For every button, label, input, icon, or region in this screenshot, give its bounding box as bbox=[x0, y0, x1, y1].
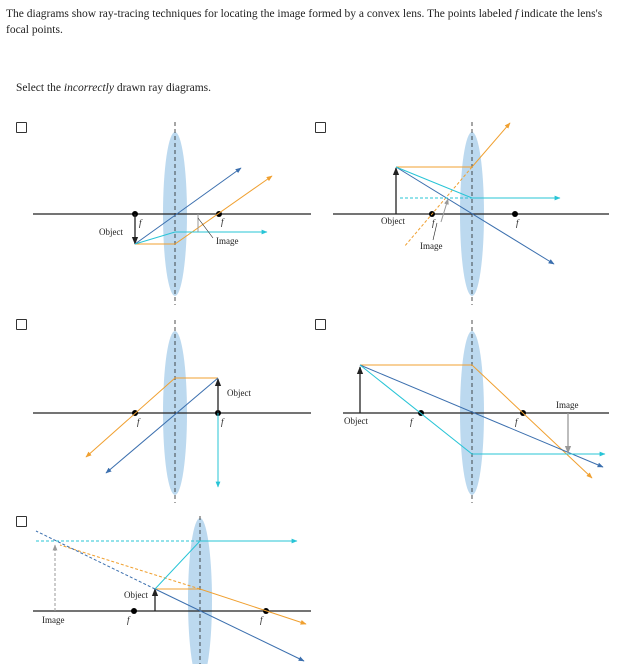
focal-label-4a: f bbox=[410, 417, 414, 427]
ray-3-orange bbox=[85, 377, 218, 458]
instruction: Select the incorrectly drawn ray diagram… bbox=[16, 82, 211, 94]
ray-5-orange-extension bbox=[59, 544, 201, 590]
prompt-text-end: indicate the lens's focal points. bbox=[6, 8, 603, 36]
ray-2-orange bbox=[396, 122, 511, 168]
focal-point-3b bbox=[215, 410, 221, 416]
focal-label-3b: f bbox=[221, 417, 225, 427]
diagram-5: Object Image f f bbox=[33, 516, 311, 664]
ray-2-blue bbox=[395, 166, 555, 265]
image-label-1: Image bbox=[216, 236, 239, 246]
ray-1-cyan bbox=[134, 229, 268, 245]
focal-label-4b: f bbox=[515, 417, 519, 427]
option-5-checkbox[interactable] bbox=[16, 516, 27, 527]
focal-point-1b bbox=[216, 211, 222, 217]
focal-symbol: f bbox=[514, 8, 519, 20]
focal-label-1b: f bbox=[221, 217, 225, 227]
image-label-5: Image bbox=[42, 615, 65, 625]
lens-1 bbox=[163, 132, 187, 296]
focal-label-5a: f bbox=[127, 615, 131, 625]
ray-4-cyan bbox=[359, 364, 606, 457]
focal-label-3a: f bbox=[137, 417, 141, 427]
image-arrow-2 bbox=[440, 198, 449, 223]
focal-label-2a: f bbox=[432, 218, 436, 228]
question-prompt: The diagrams show ray-tracing techniques… bbox=[6, 6, 610, 38]
diagram-3: Object f f bbox=[33, 320, 311, 503]
object-label-5: Object bbox=[124, 590, 148, 600]
instruction-end: drawn ray diagrams. bbox=[113, 82, 212, 94]
ray-2-orange-extension bbox=[403, 166, 473, 248]
ray-1-blue bbox=[134, 167, 242, 245]
ray-1-orange bbox=[135, 175, 273, 245]
diagram-1: Object Image f f bbox=[33, 122, 311, 305]
focal-point-2b bbox=[512, 211, 518, 217]
focal-point-5b bbox=[263, 608, 269, 614]
option-2-checkbox[interactable] bbox=[315, 122, 326, 133]
option-3-checkbox[interactable] bbox=[16, 319, 27, 330]
ray-4-orange bbox=[360, 364, 593, 479]
ray-4-blue bbox=[359, 364, 604, 468]
focal-point-1a bbox=[132, 211, 138, 217]
prompt-text-start: The diagrams show ray-tracing techniques… bbox=[6, 8, 515, 20]
focal-point-4b bbox=[520, 410, 526, 416]
lens-3 bbox=[163, 331, 187, 495]
lens-5 bbox=[188, 518, 212, 664]
focal-label-5b: f bbox=[260, 615, 264, 625]
focal-point-5a bbox=[131, 608, 137, 614]
focal-label-1a: f bbox=[139, 218, 143, 228]
ray-2-cyan bbox=[395, 166, 561, 201]
diagram-4: Object Image f f bbox=[343, 320, 609, 503]
object-label-1: Object bbox=[99, 227, 123, 237]
image-label-2: Image bbox=[420, 241, 443, 251]
focal-point-2a bbox=[429, 211, 435, 217]
diagram-2: Object Image f f bbox=[333, 122, 609, 305]
lens-4 bbox=[460, 331, 484, 495]
object-label-3: Object bbox=[227, 388, 251, 398]
ray-5-cyan bbox=[154, 538, 298, 590]
object-label-4: Object bbox=[344, 416, 368, 426]
image-label-4: Image bbox=[556, 400, 579, 410]
lens-2 bbox=[460, 132, 484, 296]
instruction-start: Select the bbox=[16, 82, 64, 94]
ray-5-orange bbox=[155, 588, 307, 625]
ray-5-blue bbox=[154, 588, 305, 662]
ray-5-blue-extension bbox=[35, 530, 156, 590]
focal-point-4a bbox=[418, 410, 424, 416]
ray-3-blue bbox=[105, 377, 219, 474]
option-4-checkbox[interactable] bbox=[315, 319, 326, 330]
instruction-emphasis: incorrectly bbox=[63, 82, 114, 94]
option-1-checkbox[interactable] bbox=[16, 122, 27, 133]
focal-label-2b: f bbox=[516, 218, 520, 228]
object-label-2: Object bbox=[381, 216, 405, 226]
image-leader-1 bbox=[197, 217, 214, 239]
image-leader-2 bbox=[432, 222, 438, 241]
focal-point-3a bbox=[132, 410, 138, 416]
